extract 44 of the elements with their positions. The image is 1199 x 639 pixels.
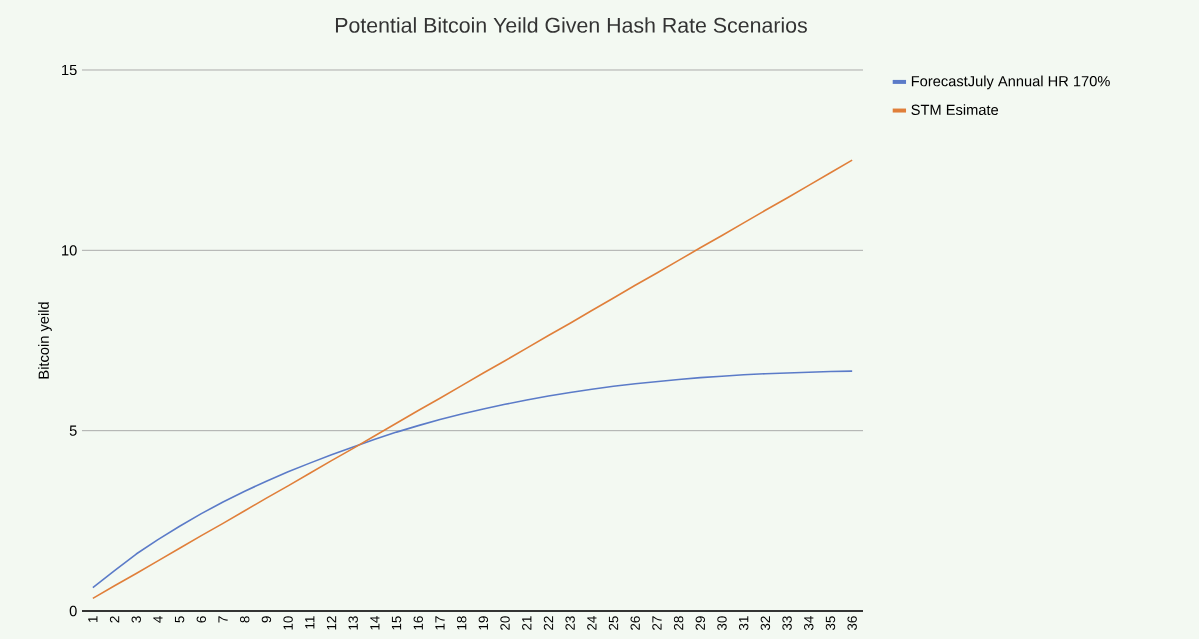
x-tick-label: 2	[109, 616, 120, 623]
x-tick-label: 33	[782, 616, 792, 631]
x-tick-label: 7	[218, 616, 228, 623]
y-tick-label: 0	[69, 605, 77, 617]
x-tick-label: 6	[196, 616, 207, 623]
x-tick-label: 17	[435, 616, 445, 630]
x-tick-label: 25	[608, 616, 619, 630]
x-tick-label: 29	[695, 616, 706, 630]
x-tick-label: 23	[565, 616, 575, 630]
y-tick-label: 5	[69, 425, 77, 436]
x-tick-label: 35	[825, 616, 836, 631]
x-tick-label: 26	[630, 616, 640, 630]
x-tick-label: 22	[543, 616, 554, 630]
x-tick-label: 8	[239, 616, 250, 623]
x-tick-label: 1	[88, 616, 98, 623]
x-tick-label: 5	[174, 616, 185, 623]
x-tick-label: 32	[760, 616, 771, 631]
x-tick-label: 13	[348, 616, 358, 630]
legend-label: STM Esimate	[911, 104, 999, 115]
x-tick-label: 30	[717, 616, 727, 631]
x-tick-label: 34	[804, 616, 814, 631]
x-tick-label: 18	[456, 616, 467, 630]
x-tick-label: 28	[673, 616, 684, 630]
x-tick-label: 12	[326, 616, 337, 630]
legend-label: ForecastJuly Annual HR 170%	[911, 75, 1110, 90]
x-tick-label: 14	[370, 616, 380, 630]
y-axis-title: Bitcoin yeild	[38, 302, 52, 379]
x-tick-label: 20	[500, 616, 510, 630]
x-tick-label: 27	[652, 616, 662, 630]
x-tick-label: 36	[847, 616, 857, 631]
x-tick-label: 11	[305, 616, 315, 629]
x-tick-label: 24	[587, 616, 597, 630]
x-tick-label: 9	[261, 616, 272, 623]
x-tick-label: 19	[478, 616, 489, 630]
x-tick-label: 4	[153, 616, 163, 623]
x-tick-label: 10	[283, 616, 293, 630]
y-tick-label: 15	[62, 64, 77, 76]
chart-title: Potential Bitcoin Yeild Given Hash Rate Scenarios	[335, 17, 807, 33]
x-tick-label: 15	[391, 616, 402, 630]
y-tick-label: 10	[62, 245, 77, 256]
x-tick-label: 16	[413, 616, 423, 630]
x-tick-label: 31	[738, 616, 749, 631]
x-tick-label: 3	[131, 616, 141, 623]
x-tick-label: 21	[522, 616, 532, 630]
